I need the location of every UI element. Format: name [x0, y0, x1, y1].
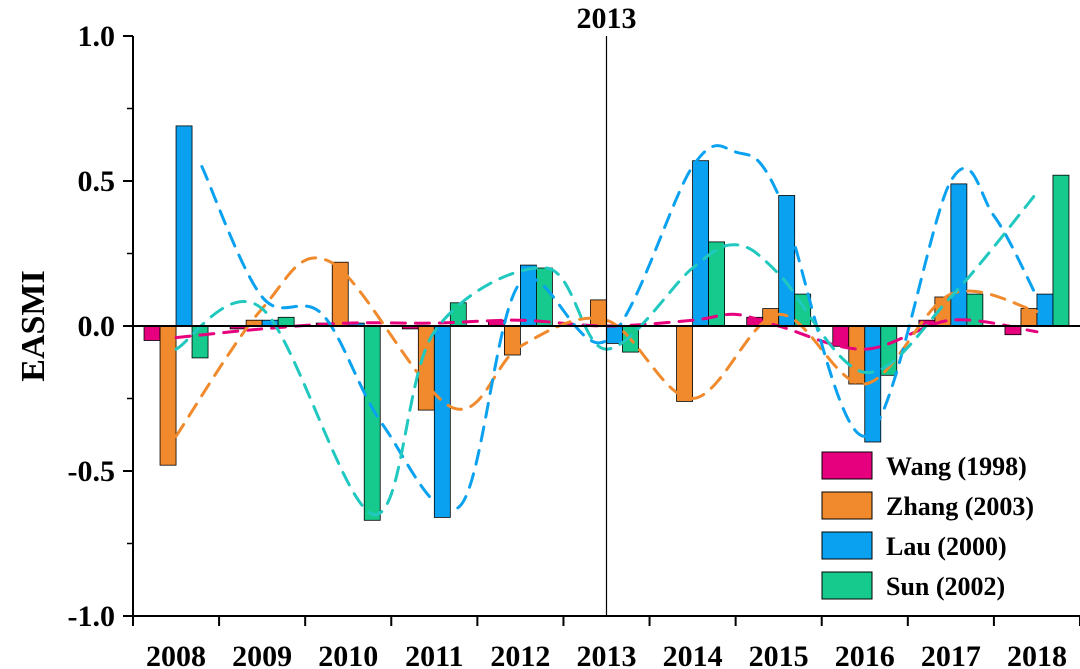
trend-curve-zhang [174, 256, 1039, 438]
y-axis-title: EASMI [15, 270, 52, 381]
x-tick-label: 2015 [749, 640, 809, 669]
x-tick-label: 2016 [835, 640, 895, 669]
bar-zhang-2010 [331, 261, 349, 327]
legend-swatch [821, 451, 873, 480]
legend-swatch [821, 571, 873, 600]
bar-wang-2016 [832, 325, 850, 347]
bar-zhang-2012 [504, 325, 521, 356]
bar-zhang-2013 [590, 299, 607, 327]
legend: Wang (1998) Zhang (2003) Lau (2000) Sun (20… [821, 451, 1034, 601]
bar-lau-2008 [175, 125, 193, 327]
bar-zhang-2016 [848, 325, 866, 385]
bar-lau-2017 [950, 183, 968, 327]
trend-curve-lau [200, 144, 1039, 512]
legend-swatch [821, 491, 873, 520]
x-tick-label: 2009 [232, 640, 292, 669]
x-tick-label: 2013 [577, 640, 637, 669]
marker-line-label: 2013 [577, 2, 637, 35]
x-tick-label: 2008 [146, 640, 206, 669]
bar-lau-2014 [692, 160, 709, 327]
y-tick-label: 0.0 [78, 310, 116, 343]
x-tick-label: 2012 [490, 640, 550, 669]
legend-label: Wang (1998) [886, 452, 1027, 481]
y-tick-label: -1.0 [68, 600, 116, 633]
x-tick-label: 2010 [318, 640, 378, 669]
bar-zhang-2008 [159, 325, 177, 466]
legend-label: Zhang (2003) [886, 492, 1034, 521]
axes-layer: -1.0 -0.5 0.0 0.5 1.0 2008 2009 2010 2011 2012 201… [68, 20, 1080, 669]
y-tick-label: 0.5 [78, 165, 116, 198]
x-tick-label: 2017 [921, 640, 981, 669]
y-tick-label: 1.0 [78, 20, 116, 53]
bar-sun-2010 [363, 325, 381, 521]
bar-lau-2011 [433, 325, 451, 518]
bar-zhang-2015 [762, 308, 780, 327]
x-tick-label: 2014 [663, 640, 723, 669]
bar-sun-2009 [277, 316, 295, 327]
legend-label: Sun (2002) [886, 572, 1005, 601]
bar-wang-2008 [143, 325, 161, 341]
x-tick-label: 2018 [1007, 640, 1067, 669]
bar-sun-2012 [536, 267, 553, 327]
x-tick-label: 2011 [405, 640, 463, 669]
bar-lau-2018 [1036, 293, 1054, 327]
y-tick-label: -0.5 [68, 455, 116, 488]
bar-sun-2018 [1052, 174, 1070, 327]
legend-swatch [821, 531, 873, 560]
bar-lau-2012 [520, 264, 537, 327]
legend-label: Lau (2000) [886, 532, 1007, 561]
bar-zhang-2018 [1020, 308, 1038, 327]
bar-zhang-2014 [676, 325, 693, 402]
